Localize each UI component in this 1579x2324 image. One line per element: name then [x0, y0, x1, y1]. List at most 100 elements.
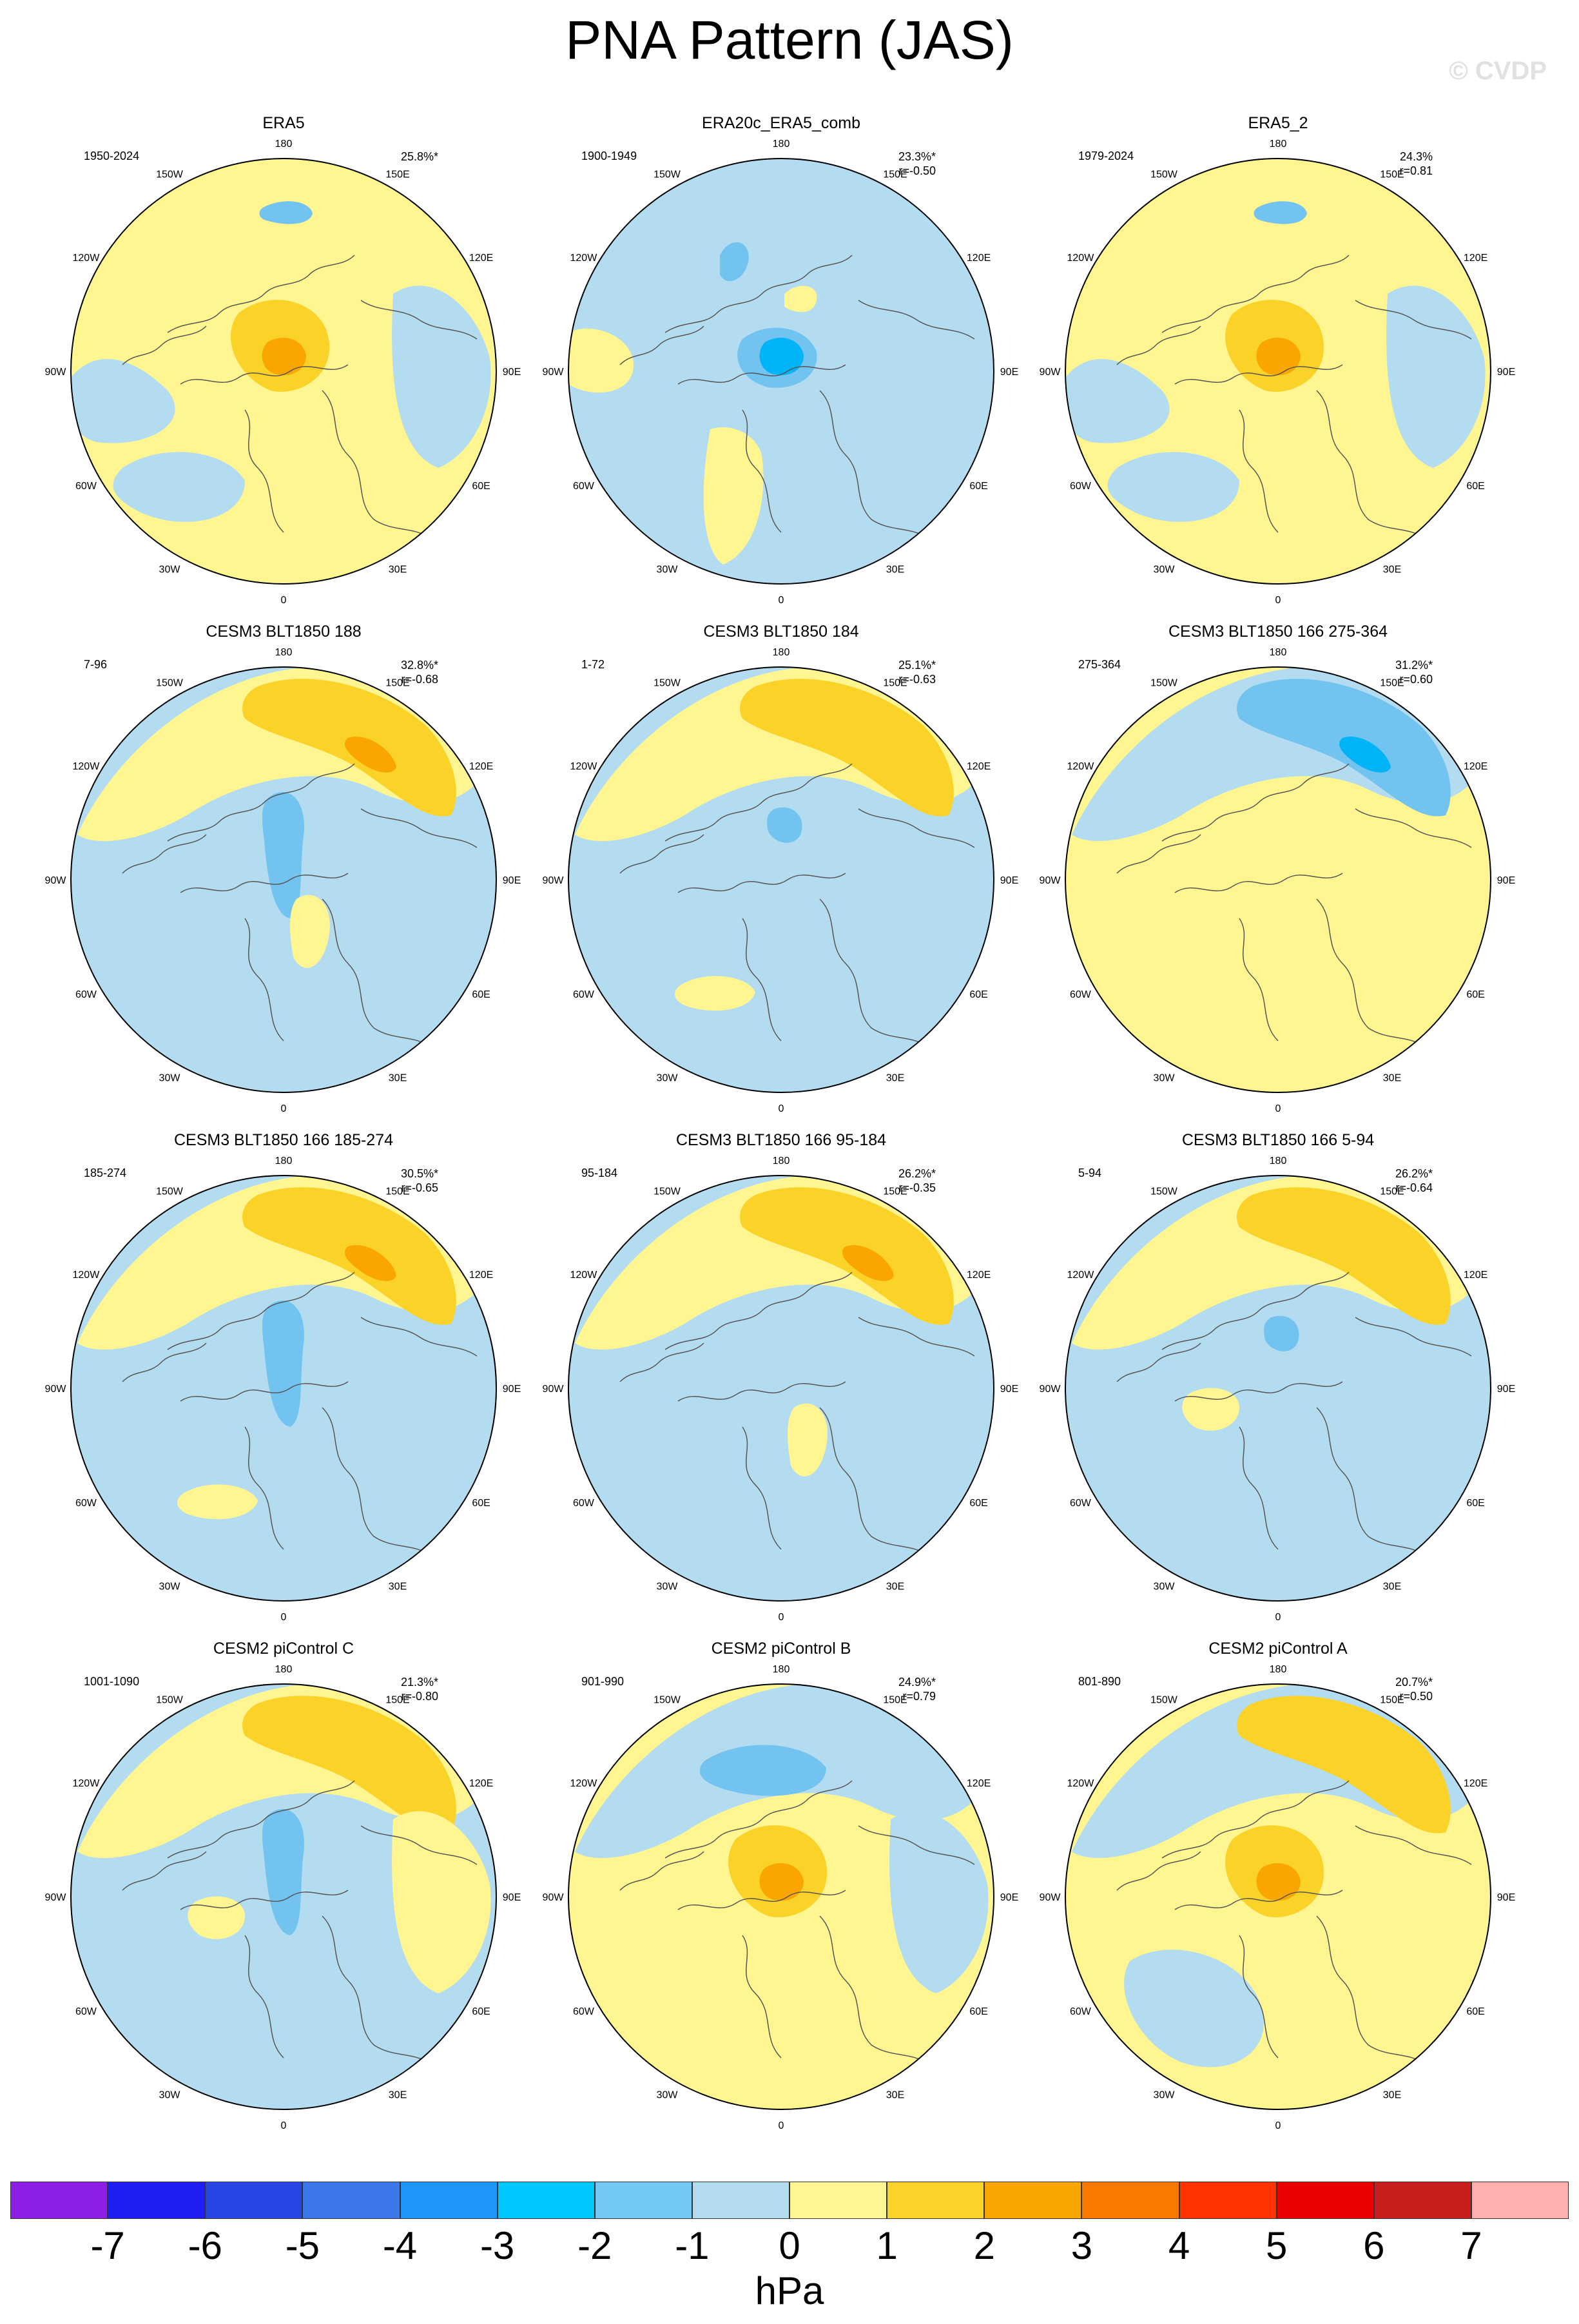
coastline	[819, 1915, 930, 2065]
coastline	[1316, 1407, 1427, 1556]
coastline	[1355, 808, 1472, 848]
map-panel: CESM2 piControl A 801-890 20.7%* r=0.50 180 1…	[1033, 1639, 1523, 2148]
map-border	[1065, 1175, 1491, 1602]
longitude-label: 30E	[1383, 565, 1401, 576]
longitude-label: 180	[275, 647, 293, 658]
variance-explained: 20.7%*	[1395, 1676, 1433, 1689]
anomaly-contour	[759, 337, 804, 376]
longitude-label: 120W	[73, 761, 101, 772]
panel-stats: 20.7%* r=0.50	[1395, 1675, 1433, 1703]
coastline	[1174, 873, 1343, 893]
longitude-label: 150E	[385, 1186, 409, 1197]
variance-explained: 30.5%*	[400, 1167, 438, 1180]
longitude-label: 0	[1275, 1612, 1281, 1623]
longitude-label: 150E	[385, 677, 409, 688]
panel-title: CESM2 piControl C	[213, 1640, 354, 1658]
coastline	[819, 1407, 930, 1556]
longitude-label: 150E	[883, 169, 907, 180]
longitude-label: 90W	[543, 1384, 565, 1395]
coastline	[244, 409, 284, 533]
panel-stats: 24.3% r=0.81	[1399, 150, 1433, 178]
map-border	[70, 666, 497, 1093]
coastline	[1316, 390, 1427, 539]
coastline	[122, 834, 207, 874]
longitude-label: 120E	[469, 1778, 493, 1789]
longitude-label: 60E	[969, 481, 987, 492]
longitude-label: 180	[773, 139, 790, 150]
longitude-label: 120W	[1067, 761, 1095, 772]
longitude-label: 180	[275, 1664, 293, 1675]
longitude-label: 0	[1275, 2120, 1281, 2131]
map-panel: CESM2 piControl B 901-990 24.9%* r=0.79 180 1…	[536, 1639, 1026, 2148]
coastline	[819, 390, 930, 539]
coastline	[167, 763, 355, 842]
colorbar-tick-label: 6	[1363, 2224, 1385, 2267]
coastline	[819, 898, 930, 1048]
coastline	[1116, 1342, 1201, 1382]
panel-period: 1979-2024	[1078, 150, 1134, 162]
coastline	[664, 255, 853, 333]
longitude-label: 30E	[1383, 2090, 1401, 2101]
coastline	[664, 1780, 853, 1859]
anomaly-contour	[345, 737, 396, 773]
map-panel: CESM3 BLT1850 184 1-72 25.1%* r=-0.63 180 150…	[536, 622, 1026, 1131]
polar-map: 180 150E 120E 90E 60E 30E 0 30W 60W 90W 120W 150W	[543, 647, 1019, 1114]
coastline	[1355, 1825, 1472, 1865]
longitude-label: 30W	[1154, 1582, 1176, 1593]
longitude-label: 60W	[1070, 989, 1092, 1000]
anomaly-contour	[259, 201, 313, 224]
coastline	[742, 918, 782, 1041]
watermark: © CVDP	[1449, 57, 1547, 85]
panel-period: 1950-2024	[84, 150, 140, 162]
colorbar-swatch	[1471, 2182, 1569, 2219]
polar-map: 180 150E 120E 90E 60E 30E 0 30W 60W 90W 120W 150W	[1040, 1664, 1516, 2131]
longitude-label: 0	[1275, 595, 1281, 606]
longitude-label: 120W	[1067, 1778, 1095, 1789]
coastline	[619, 325, 704, 365]
coastline	[619, 834, 704, 874]
colorbar-swatch	[692, 2182, 790, 2219]
panel-stats: 21.3%* r=-0.80	[401, 1675, 438, 1703]
anomaly-contour	[1264, 1315, 1299, 1351]
longitude-label: 30W	[1154, 565, 1176, 576]
polar-map: 180 150E 120E 90E 60E 30E 0 30W 60W 90W 120W 150W	[45, 139, 521, 606]
longitude-label: 180	[275, 139, 293, 150]
longitude-label: 90E	[503, 367, 521, 378]
longitude-label: 60E	[1466, 1498, 1484, 1509]
longitude-label: 60E	[1466, 481, 1484, 492]
polar-map: 180 150E 120E 90E 60E 30E 0 30W 60W 90W 120W 150W	[45, 1664, 521, 2131]
longitude-label: 30E	[389, 1582, 407, 1593]
panel-title: CESM3 BLT1850 166 5-94	[1181, 1131, 1375, 1149]
coastline	[619, 1342, 704, 1382]
panel-stats: 23.3%* r=-0.50	[898, 150, 936, 178]
longitude-label: 60W	[573, 989, 595, 1000]
coastline	[1116, 834, 1201, 874]
longitude-label: 30W	[1154, 2090, 1176, 2101]
coastline	[322, 1407, 432, 1556]
longitude-label: 150W	[654, 169, 681, 180]
longitude-label: 30E	[389, 2090, 407, 2101]
coastline	[360, 1825, 478, 1865]
longitude-label: 150W	[654, 677, 681, 688]
colorbar-tick-label: -6	[188, 2224, 222, 2267]
anomaly-contour	[842, 1245, 894, 1281]
coastline	[180, 873, 349, 893]
colorbar-tick-label: -2	[577, 2224, 612, 2267]
longitude-label: 30W	[657, 2090, 679, 2101]
coastline	[322, 1915, 432, 2065]
longitude-label: 120W	[73, 1270, 101, 1281]
map-panel: ERA20c_ERA5_comb 1900-1949 23.3%* r=-0.50 18…	[536, 113, 1026, 623]
longitude-label: 30W	[657, 1582, 679, 1593]
colorbar-tick-label: -4	[382, 2224, 418, 2267]
coastline	[1316, 1915, 1427, 2065]
map-panel: CESM3 BLT1850 166 185-274 185-274 30.5%* r=…	[39, 1130, 528, 1640]
longitude-label: 90E	[1497, 367, 1515, 378]
panel-period: 7-96	[84, 658, 108, 671]
longitude-label: 90E	[1497, 1384, 1515, 1395]
coastline	[1355, 300, 1472, 340]
longitude-label: 120W	[73, 1778, 101, 1789]
variance-explained: 31.2%*	[1395, 659, 1433, 672]
anomaly-contour	[262, 791, 304, 918]
anomaly-contour	[1254, 201, 1307, 224]
longitude-label: 90W	[45, 367, 67, 378]
